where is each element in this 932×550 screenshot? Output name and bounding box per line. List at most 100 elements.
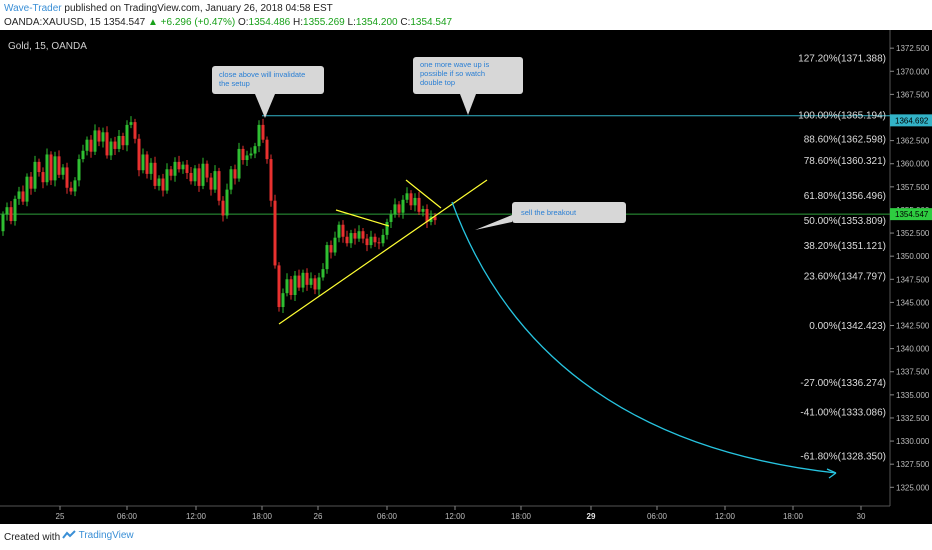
candle-body [421, 209, 425, 212]
candle-body [45, 154, 49, 183]
candle-body [345, 236, 349, 244]
candle-body [189, 172, 193, 182]
fibonacci-extension[interactable]: 127.20%(1371.388) 100.00%(1365.194) 88.60%… [262, 53, 890, 462]
candle-body [317, 277, 321, 290]
candle-body [365, 238, 369, 246]
change-value: +6.296 (+0.47%) [160, 17, 236, 28]
candle-body [65, 167, 69, 188]
candle-body [29, 176, 33, 189]
last-price-label: 1354.547 [895, 210, 929, 219]
candle-body [193, 168, 197, 182]
time-tick-label: 06:00 [377, 512, 398, 521]
candle-body [221, 200, 225, 216]
price-tick-label: 1332.500 [896, 414, 930, 423]
candle-body [393, 204, 397, 215]
note-text: possible if so watch [420, 69, 485, 78]
high-value: 1355.269 [303, 17, 345, 28]
publish-header: Wave-Trader published on TradingView.com… [0, 0, 932, 30]
price-tick-label: 1357.500 [896, 183, 930, 192]
price-tick-label: 1337.500 [896, 368, 930, 377]
time-tick-label: 18:00 [511, 512, 532, 521]
candle-body [157, 178, 161, 186]
candle-body [225, 189, 229, 216]
fib-level-label: 61.80%(1356.496) [804, 191, 886, 202]
candle-body [373, 236, 377, 243]
note-pointer [460, 94, 476, 115]
time-tick-label: 18:00 [783, 512, 804, 521]
recent-top-line [405, 179, 442, 209]
candle-body [61, 167, 65, 175]
candle-body [369, 236, 373, 246]
candle-body [249, 153, 253, 156]
close-label: C: [400, 17, 411, 28]
candle-body [237, 148, 241, 179]
tradingview-logo-icon [62, 530, 76, 539]
projected-path [451, 201, 837, 474]
candle-body [417, 197, 421, 212]
note-text: one more wave up is [420, 60, 489, 69]
price-tick-label: 1335.000 [896, 391, 930, 400]
candle-body [153, 162, 157, 186]
candle-body [405, 193, 409, 200]
candle-body [53, 156, 57, 181]
fib-level-label: -61.80%(1328.350) [800, 451, 886, 462]
candle-body [337, 224, 341, 238]
candle-body [397, 204, 401, 213]
open-label: O: [237, 17, 249, 28]
note-pointer [255, 94, 275, 118]
price-tick-label: 1352.500 [896, 229, 930, 238]
wave-top-line [335, 209, 390, 227]
candle-body [105, 132, 109, 156]
candle-body [197, 168, 201, 186]
price-chart[interactable]: 1372.5001370.0001367.5001365.0001362.500… [0, 30, 932, 524]
author-link[interactable]: Wave-Trader [4, 3, 62, 14]
price-tick-label: 1350.000 [896, 252, 930, 261]
published-text: published on TradingView.com, January 26… [64, 3, 333, 14]
candle-body [381, 234, 385, 244]
candle-body [297, 275, 301, 288]
time-tick-label: 29 [587, 512, 596, 521]
candle-body [17, 191, 21, 199]
price-tick-label: 1372.500 [896, 44, 930, 53]
created-with-label: Created with [4, 532, 61, 543]
price-badges: 1364.692 1354.547 [890, 114, 932, 221]
low-label: L: [347, 17, 356, 28]
fib-level-label: 23.60%(1347.797) [804, 272, 886, 283]
time-tick-label: 30 [857, 512, 866, 521]
fib-level-label: 78.60%(1360.321) [804, 156, 886, 167]
candle-body [49, 154, 53, 181]
candle-body [5, 207, 9, 215]
tradingview-logo[interactable]: TradingView [62, 530, 134, 541]
candle-body [185, 164, 189, 173]
candle-body [265, 139, 269, 160]
annotation-note[interactable]: sell the breakout [475, 202, 626, 230]
price-tick-label: 1330.000 [896, 437, 930, 446]
fib-level-label: 0.00%(1342.423) [809, 321, 886, 332]
candle-body [69, 187, 73, 192]
candle-body [389, 214, 393, 222]
time-tick-label: 06:00 [117, 512, 138, 521]
candle-body [213, 171, 217, 190]
candle-body [401, 199, 405, 213]
symbol-label: OANDA:XAUUSD, 15 [4, 17, 101, 28]
low-value: 1354.200 [355, 17, 398, 28]
candle-body [33, 161, 37, 189]
candle-body [81, 150, 85, 160]
candle-body [101, 132, 105, 142]
time-tick-label: 25 [56, 512, 65, 521]
candle-body [205, 163, 209, 178]
candle-body [125, 124, 129, 146]
price-axis-panel [890, 30, 932, 524]
candle-body [217, 171, 221, 201]
last-price: 1354.547 [103, 17, 146, 28]
candle-body [109, 141, 113, 156]
candle-body [133, 122, 137, 139]
fib-level-label: -27.00%(1336.274) [800, 378, 886, 389]
candle-body [293, 275, 297, 296]
candle-body [273, 200, 277, 266]
candle-body [173, 161, 177, 176]
